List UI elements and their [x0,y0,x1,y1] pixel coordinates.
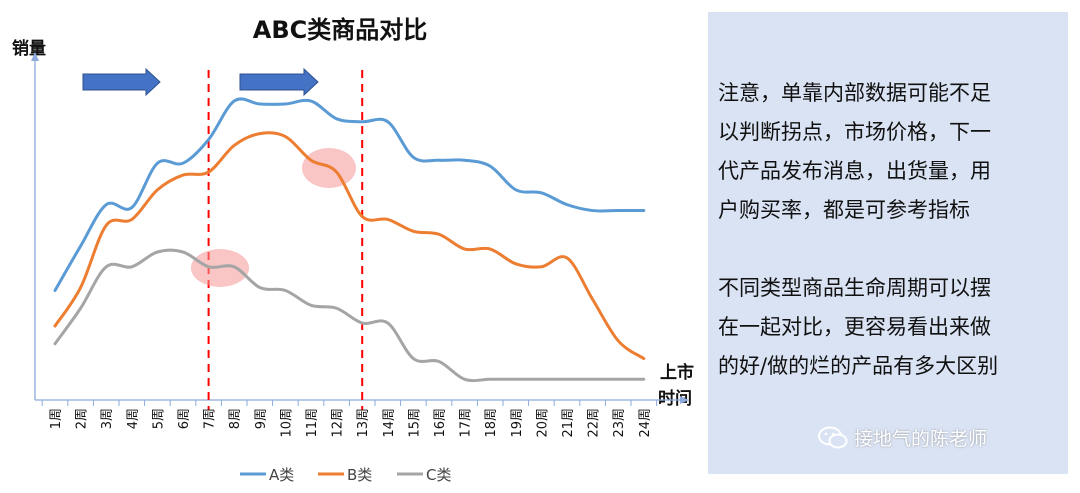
x-axis-label-line1: 上市 [660,362,694,383]
note-line: 不同类型商品生命周期可以摆 [718,276,991,300]
x-axis-label-line2: 时间 [658,388,692,409]
y-axis-arrowhead [31,52,39,61]
watermark: 接地气的陈老师 [818,424,987,451]
x-tick-label: 2周 [75,408,90,429]
x-tick-labels: 1周 2周 3周 4周 5周 6周 7周 8周 9周 10周 11周 12周 13周 14周 15周 16周 1… [49,408,653,438]
phase-arrow [82,67,161,97]
legend-label: A类 [269,466,294,484]
x-tick-label: 22周 [587,408,602,438]
legend: A类 B类 C类 [240,466,451,484]
x-tick-label: 8周 [228,408,243,429]
x-tick-label: 6周 [177,408,192,429]
y-axis-label: 销量 [12,38,46,59]
note-line: 注意，单靠内部数据可能不足 [718,81,991,105]
note-line: 的好/做的烂的产品有多大区别 [718,354,999,378]
x-axis-arrowhead [680,396,689,404]
chart-title: ABC类商品对比 [253,16,427,44]
x-tick-label: 3周 [100,408,115,429]
line-chart: ABC类商品对比 销量 上市 时间 1周 2周 3周 4周 5周 6周 7周 8周 9周 10周 1… [12,16,694,484]
x-tick-label: 12周 [331,408,346,438]
x-tick-label: 5周 [151,408,166,429]
x-tick-label: 4周 [126,408,141,429]
x-tick-label: 17周 [459,408,474,438]
x-tick-label: 20周 [535,408,550,438]
x-tick-label: 14周 [382,408,397,438]
x-tick-label: 18周 [484,408,499,438]
series-a-line [53,97,646,292]
watermark-text: 接地气的陈老师 [854,428,988,450]
x-tick-label: 11周 [305,408,320,438]
x-tick-label: 10周 [279,408,294,438]
note-line: 以判断拐点，市场价格，下一 [718,120,991,144]
phase-arrow [239,67,319,97]
note-line: 在一起对比，更容易看出来做 [718,315,991,339]
series-b-line [53,131,646,361]
note-line: 户购买率，都是可参考指标 [718,198,970,222]
x-tick-label: 16周 [433,408,448,438]
x-tick-label: 1周 [49,408,64,429]
axes [31,52,689,406]
legend-label: C类 [426,466,451,484]
note-box: 注意，单靠内部数据可能不足 以判断拐点，市场价格，下一 代产品发布消息，出货量，… [708,12,1068,474]
series-c-line [53,248,646,383]
x-tick-label: 19周 [510,408,525,438]
x-tick-label: 23周 [612,408,627,438]
wechat-icon [818,426,848,448]
x-tick-label: 7周 [203,408,218,429]
annotation-layer [82,67,364,410]
x-tick-label: 24周 [638,408,653,438]
x-tick-label: 21周 [561,408,576,438]
legend-label: B类 [347,466,372,484]
x-tick-label: 9周 [254,408,269,429]
note-line: 代产品发布消息，出货量，用 [718,159,991,183]
x-tick-label: 13周 [356,408,371,438]
x-tick-label: 15周 [407,408,422,438]
series-layer [53,97,646,383]
